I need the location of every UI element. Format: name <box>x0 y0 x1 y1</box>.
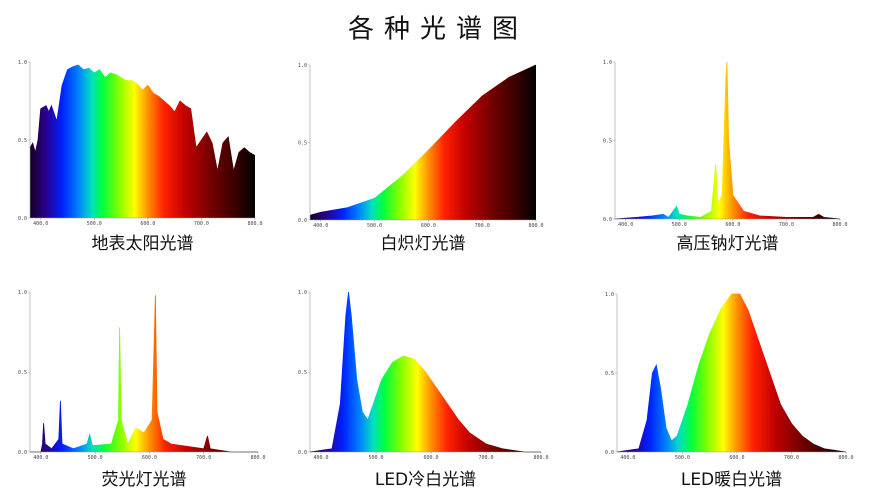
x-tick-label: 500.0 <box>87 221 102 227</box>
y-tick-label: 0.0 <box>298 450 307 456</box>
x-tick-label: 400.0 <box>313 223 328 229</box>
y-tick-label: 0.0 <box>603 217 612 223</box>
y-tick-label: 0.5 <box>605 371 614 377</box>
x-tick-label: 600.0 <box>729 455 744 461</box>
chart-title: LED暖白光谱 <box>681 470 782 490</box>
chart-title: 高压钠灯光谱 <box>677 234 779 254</box>
area-fill <box>617 294 846 452</box>
chart-title: 地表太阳光谱 <box>92 234 194 254</box>
x-tick-label: 800.0 <box>250 455 265 461</box>
x-tick-label: 800.0 <box>533 455 548 461</box>
x-tick-label: 500.0 <box>675 455 690 461</box>
x-tick-label: 500.0 <box>368 455 383 461</box>
x-tick-label: 400.0 <box>33 221 48 227</box>
chart-title: LED冷白光谱 <box>375 470 476 490</box>
area-fill <box>615 62 840 219</box>
y-tick-label: 1.0 <box>18 290 27 296</box>
y-tick-label: 1.0 <box>298 63 307 69</box>
x-tick-label: 700.0 <box>779 222 794 228</box>
area-fill <box>310 65 536 220</box>
figure-title: 各种光谱图 <box>348 15 528 45</box>
y-tick-label: 0.0 <box>605 450 614 456</box>
x-tick-label: 600.0 <box>140 221 155 227</box>
x-tick-label: 400.0 <box>618 222 633 228</box>
x-tick-label: 400.0 <box>313 455 328 461</box>
spectrum-line <box>309 64 537 216</box>
y-tick-label: 0.5 <box>298 370 307 376</box>
spectrum-line <box>614 61 841 220</box>
y-tick-label: 0.0 <box>18 450 27 456</box>
x-tick-label: 600.0 <box>421 223 436 229</box>
area-fill <box>30 65 255 218</box>
x-tick-label: 700.0 <box>784 455 799 461</box>
x-tick-label: 400.0 <box>33 455 48 461</box>
x-tick-label: 800.0 <box>528 223 543 229</box>
x-tick-label: 600.0 <box>725 222 740 228</box>
x-tick-label: 600.0 <box>142 455 157 461</box>
spectrum-line <box>616 293 847 453</box>
x-tick-label: 800.0 <box>247 221 262 227</box>
y-tick-label: 0.5 <box>603 139 612 145</box>
spectrum-line <box>30 295 258 453</box>
chart-title: 白炽灯光谱 <box>381 234 466 254</box>
area-fill <box>30 295 258 452</box>
y-tick-label: 0.0 <box>18 216 27 222</box>
x-tick-label: 700.0 <box>196 455 211 461</box>
spectrum-line <box>309 291 541 453</box>
spectrum-line <box>29 64 256 172</box>
y-tick-label: 0.5 <box>298 141 307 147</box>
y-tick-label: 1.0 <box>605 292 614 298</box>
chart-title: 荧光灯光谱 <box>102 470 187 490</box>
y-tick-label: 0.0 <box>298 218 307 224</box>
y-tick-label: 0.5 <box>18 370 27 376</box>
x-tick-label: 500.0 <box>672 222 687 228</box>
x-tick-label: 800.0 <box>832 222 847 228</box>
x-tick-label: 600.0 <box>423 455 438 461</box>
x-tick-label: 700.0 <box>475 223 490 229</box>
x-tick-label: 800.0 <box>838 455 853 461</box>
x-tick-label: 400.0 <box>620 455 635 461</box>
y-tick-label: 1.0 <box>18 60 27 66</box>
x-tick-label: 500.0 <box>88 455 103 461</box>
y-tick-label: 0.5 <box>18 138 27 144</box>
x-tick-label: 700.0 <box>478 455 493 461</box>
x-tick-label: 700.0 <box>194 221 209 227</box>
y-tick-label: 1.0 <box>603 60 612 66</box>
y-tick-label: 1.0 <box>298 290 307 296</box>
x-tick-label: 500.0 <box>367 223 382 229</box>
